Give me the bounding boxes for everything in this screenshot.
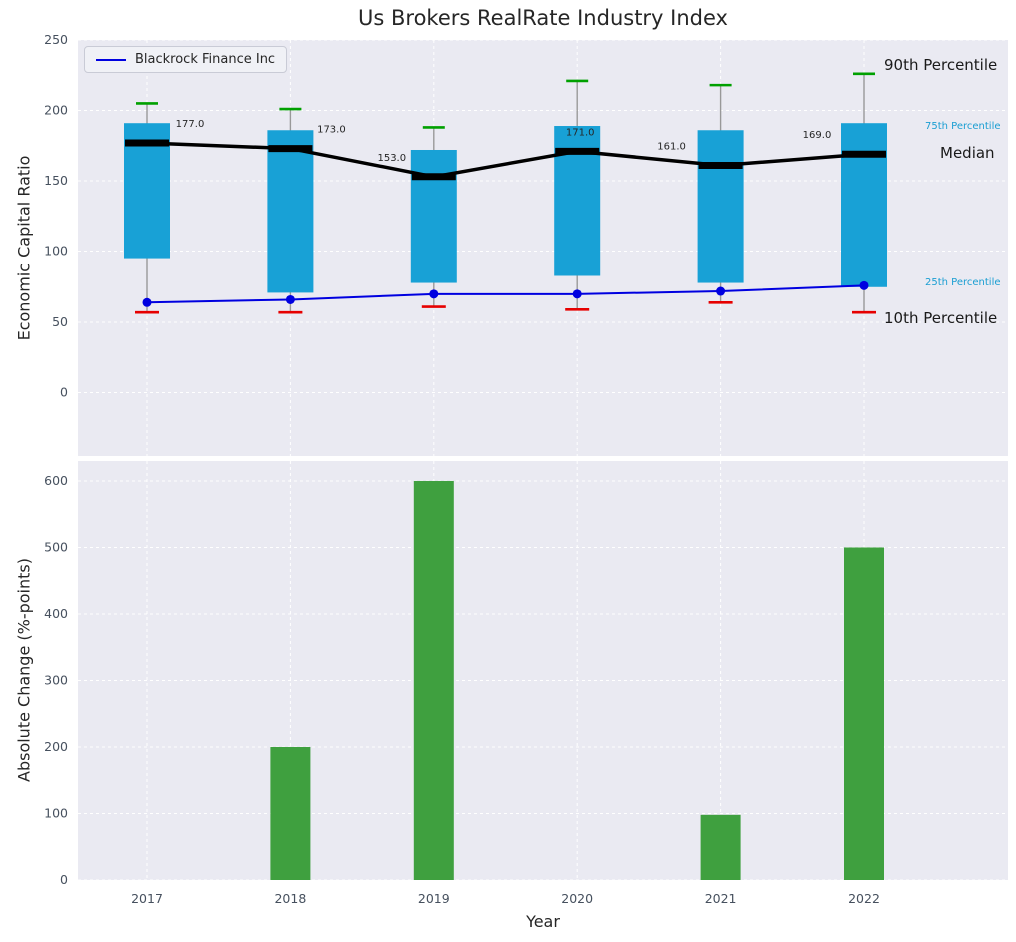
svg-text:0: 0 <box>60 872 68 887</box>
annotation-75th-percentile: 75th Percentile <box>925 121 1001 132</box>
company-markers <box>142 280 869 307</box>
annotation-25th-percentile: 25th Percentile <box>925 277 1001 288</box>
median-line <box>146 141 865 179</box>
x-axis-label: Year <box>526 912 560 931</box>
annotation-90th-percentile: 90th Percentile <box>884 56 998 74</box>
legend-label: Blackrock Finance Inc <box>135 52 276 67</box>
svg-text:50: 50 <box>52 314 68 329</box>
annotation-median: Median <box>940 144 995 162</box>
svg-text:0: 0 <box>60 385 68 400</box>
svg-text:2020: 2020 <box>561 891 593 906</box>
boxplot-2019 <box>410 126 457 308</box>
svg-text:200: 200 <box>44 103 68 118</box>
svg-text:300: 300 <box>44 672 68 687</box>
svg-text:400: 400 <box>44 606 68 621</box>
svg-text:2019: 2019 <box>418 891 450 906</box>
company-line <box>146 284 865 304</box>
svg-text:2018: 2018 <box>274 891 306 906</box>
boxplot-2018 <box>267 107 314 314</box>
svg-text:177.0: 177.0 <box>176 119 205 130</box>
svg-text:250: 250 <box>44 32 68 47</box>
median-markers: 177.0 173.0 153.0 171.0 161.0 169.0 <box>125 119 886 181</box>
legend: Blackrock Finance Inc <box>84 46 288 73</box>
svg-text:153.0: 153.0 <box>377 153 406 164</box>
legend-line-sample <box>96 58 126 61</box>
svg-text:100: 100 <box>44 244 68 259</box>
svg-text:2022: 2022 <box>848 891 880 906</box>
annotation-10th-percentile: 10th Percentile <box>884 309 998 327</box>
svg-text:169.0: 169.0 <box>803 130 832 141</box>
boxplot-2022 <box>841 72 887 314</box>
chart-title: Us Brokers RealRate Industry Index <box>358 6 728 30</box>
svg-text:150: 150 <box>44 173 68 188</box>
svg-text:200: 200 <box>44 739 68 754</box>
svg-text:100: 100 <box>44 805 68 820</box>
change-bars <box>270 480 884 880</box>
svg-text:171.0: 171.0 <box>566 127 595 138</box>
svg-text:173.0: 173.0 <box>317 125 346 136</box>
svg-text:500: 500 <box>44 539 68 554</box>
svg-text:2021: 2021 <box>705 891 737 906</box>
svg-text:600: 600 <box>44 473 68 488</box>
boxplot-2021 <box>697 83 744 304</box>
svg-text:161.0: 161.0 <box>657 142 686 153</box>
svg-text:2017: 2017 <box>131 891 163 906</box>
